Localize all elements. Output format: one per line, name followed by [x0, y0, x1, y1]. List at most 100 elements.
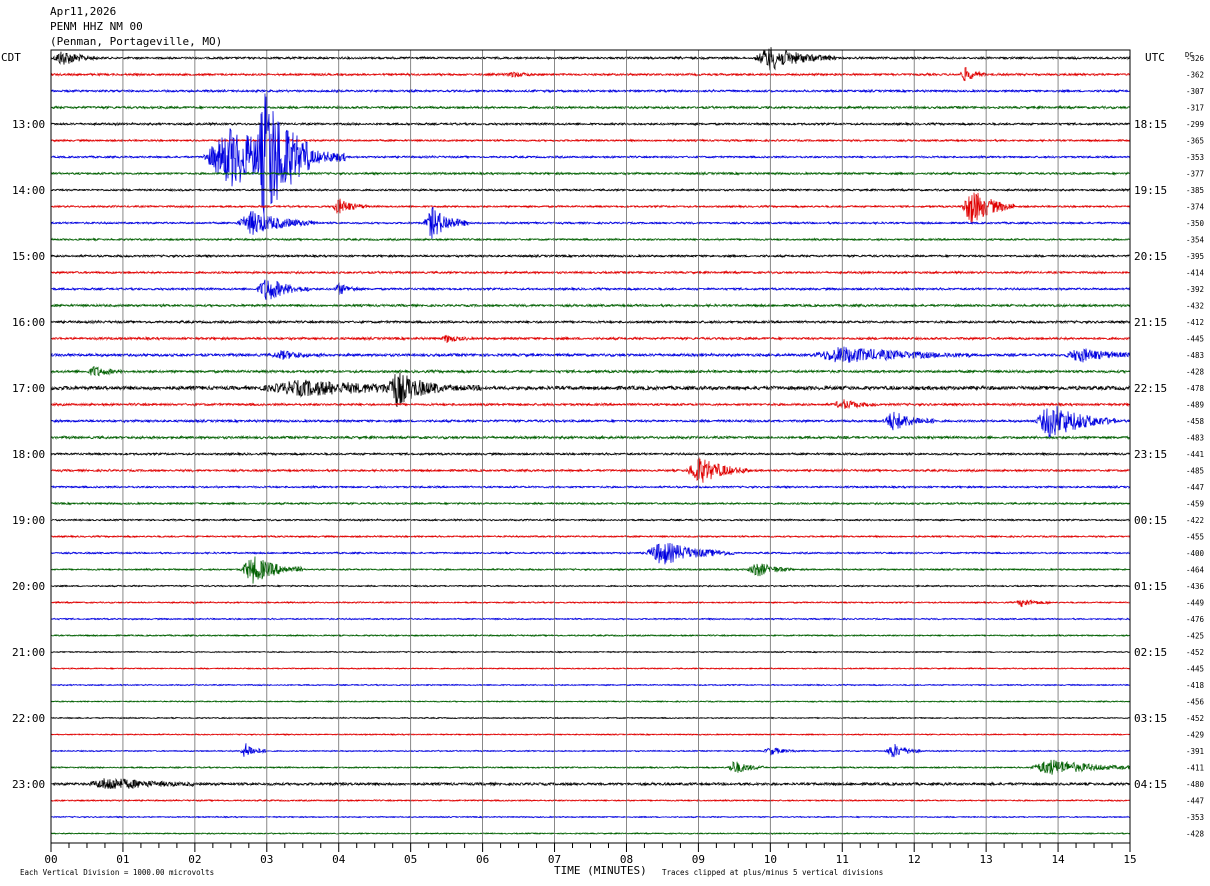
dc-offset-label: -362	[1186, 71, 1204, 80]
dc-offset-label: -317	[1186, 104, 1204, 113]
right-timezone-label: UTC	[1145, 51, 1165, 64]
dc-offset-label: -464	[1186, 566, 1205, 575]
dc-offset-label: -395	[1186, 252, 1204, 261]
x-tick-label: 15	[1123, 853, 1136, 866]
dc-offset-label: -445	[1186, 335, 1204, 344]
label-layer: 13:00 14:00 15:00 16:00 17:00 18:00 19:00 20:00…	[12, 54, 1205, 839]
dc-offset-label: -354	[1186, 236, 1205, 245]
trace-line-18	[50, 346, 1131, 363]
x-tick-label: 08	[620, 853, 633, 866]
dc-offset-label: -428	[1186, 368, 1205, 377]
trace-line-2	[50, 88, 1131, 94]
dc-offset-label: -485	[1186, 467, 1204, 476]
x-tick-label: 14	[1051, 853, 1065, 866]
trace-line-47	[50, 832, 1131, 835]
right-hour-label: 18:15	[1134, 118, 1167, 131]
x-tick-label: 13	[980, 853, 993, 866]
dc-offset-label: -400	[1186, 549, 1205, 558]
x-tick-label: 07	[548, 853, 561, 866]
trace-line-13	[50, 270, 1131, 275]
dc-offset-label: -483	[1186, 434, 1204, 443]
clip-note: Traces clipped at plus/minus 5 vertical …	[662, 868, 883, 877]
dc-offset-label: -452	[1186, 714, 1204, 723]
dc-offset-label: -458	[1186, 417, 1205, 426]
trace-line-33	[50, 599, 1131, 608]
dc-offset-label: -483	[1186, 351, 1204, 360]
right-hour-label: 00:15	[1134, 514, 1167, 527]
right-hour-label: 01:15	[1134, 580, 1167, 593]
dc-offset-label: -452	[1186, 648, 1204, 657]
trace-line-24	[50, 451, 1131, 457]
trace-line-43	[50, 759, 1131, 775]
dc-offset-label: -456	[1186, 698, 1205, 707]
trace-line-28	[50, 518, 1131, 522]
trace-line-17	[50, 334, 1131, 344]
dc-offset-label: -428	[1186, 830, 1205, 839]
dc-offset-label: -377	[1186, 170, 1204, 179]
trace-line-39	[50, 700, 1131, 703]
dc-label: DC	[1185, 51, 1193, 59]
dc-offset-label: -478	[1186, 384, 1205, 393]
dc-offset-label: -425	[1186, 632, 1204, 641]
dc-offset-label: -432	[1186, 302, 1204, 311]
x-tick-label: 00	[44, 853, 57, 866]
dc-offset-label: -422	[1186, 516, 1204, 525]
dc-offset-label: -411	[1186, 764, 1204, 773]
trace-line-7	[50, 171, 1131, 176]
dc-offset-label: -418	[1186, 681, 1205, 690]
x-tick-label: 12	[908, 853, 921, 866]
right-hour-label: 19:15	[1134, 184, 1167, 197]
right-hour-label: 22:15	[1134, 382, 1167, 395]
left-hour-label: 22:00	[12, 712, 45, 725]
trace-line-14	[50, 279, 1131, 300]
x-tick-label: 10	[764, 853, 777, 866]
trace-line-22	[50, 406, 1131, 438]
dc-offset-label: -445	[1186, 665, 1204, 674]
header-station: PENM HHZ NM 00	[50, 20, 143, 33]
plot-frame	[50, 49, 1131, 844]
dc-offset-label: -307	[1186, 87, 1204, 96]
trace-line-21	[50, 399, 1131, 410]
trace-line-5	[50, 138, 1131, 143]
trace-line-10	[50, 206, 1131, 239]
trace-line-19	[50, 366, 1131, 377]
x-tick-label: 09	[692, 853, 705, 866]
dc-offset-label: -350	[1186, 219, 1205, 228]
x-tick-label: 11	[836, 853, 849, 866]
dc-offset-label: -353	[1186, 813, 1204, 822]
dc-offset-label: -436	[1186, 582, 1205, 591]
dc-offset-label: -447	[1186, 483, 1204, 492]
trace-line-46	[50, 815, 1131, 819]
trace-line-15	[50, 302, 1131, 309]
trace-line-6	[50, 90, 1131, 215]
trace-line-30	[50, 542, 1131, 565]
trace-line-31	[50, 556, 1131, 584]
x-tick-label: 05	[404, 853, 417, 866]
right-hour-label: 21:15	[1134, 316, 1167, 329]
trace-line-25	[50, 457, 1131, 483]
trace-line-0	[50, 47, 1131, 71]
x-tick-label: 04	[332, 853, 346, 866]
dc-offset-label: -365	[1186, 137, 1204, 146]
left-hour-label: 21:00	[12, 646, 45, 659]
trace-line-29	[50, 534, 1131, 539]
grid-layer	[50, 49, 1131, 844]
dc-offset-label: -353	[1186, 153, 1204, 162]
dc-offset-label: -447	[1186, 797, 1204, 806]
dc-offset-label: -459	[1186, 500, 1204, 509]
dc-offset-label: -385	[1186, 186, 1204, 195]
right-hour-label: 23:15	[1134, 448, 1167, 461]
trace-line-23	[50, 434, 1131, 441]
left-hour-label: 20:00	[12, 580, 45, 593]
trace-line-36	[50, 650, 1131, 654]
x-tick-label: 01	[116, 853, 129, 866]
trace-line-34	[50, 617, 1131, 621]
left-hour-label: 19:00	[12, 514, 45, 527]
dc-offset-label: -326	[1186, 54, 1205, 63]
left-hour-label: 18:00	[12, 448, 45, 461]
header-date: Apr11,2026	[50, 5, 116, 18]
trace-line-38	[50, 683, 1131, 687]
x-axis-title: TIME (MINUTES)	[554, 864, 647, 877]
trace-line-27	[50, 501, 1131, 506]
